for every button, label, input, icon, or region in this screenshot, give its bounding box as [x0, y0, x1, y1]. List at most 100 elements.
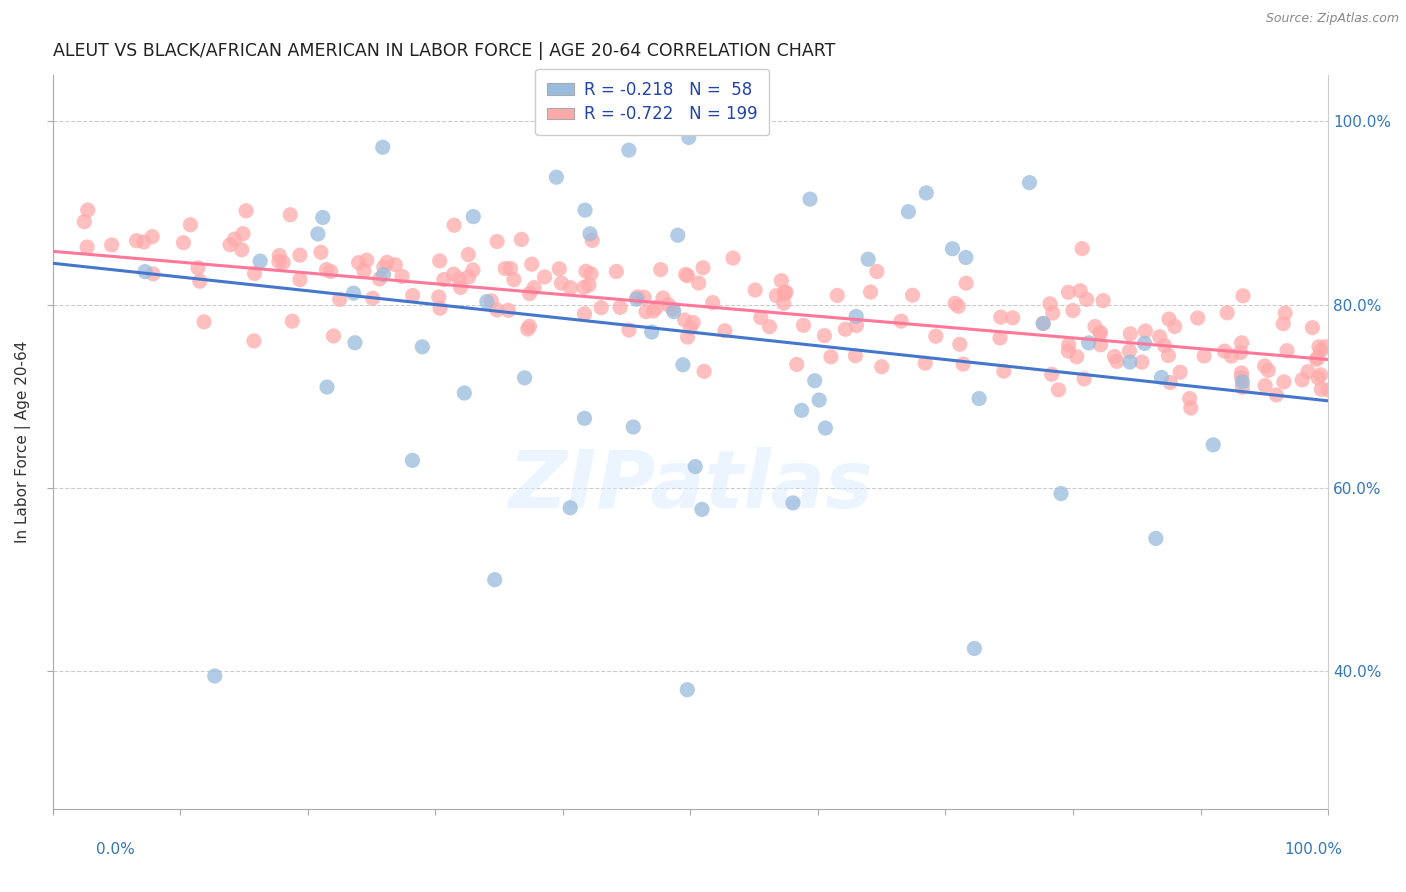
- Point: [342, 286, 364, 301]
- Point: [371, 140, 394, 154]
- Point: [890, 314, 912, 328]
- Point: [187, 260, 209, 275]
- Point: [516, 322, 538, 336]
- Point: [519, 286, 541, 301]
- Point: [914, 356, 936, 370]
- Point: [499, 261, 522, 276]
- Point: [1090, 338, 1112, 352]
- Point: [179, 218, 201, 232]
- Point: [1157, 312, 1180, 326]
- Point: [132, 235, 155, 249]
- Point: [666, 228, 689, 243]
- Point: [373, 268, 395, 282]
- Point: [1057, 285, 1080, 300]
- Point: [844, 349, 866, 363]
- Point: [866, 264, 889, 278]
- Point: [693, 364, 716, 378]
- Point: [1213, 344, 1236, 359]
- Point: [1308, 340, 1330, 354]
- Point: [384, 258, 406, 272]
- Point: [232, 227, 254, 241]
- Point: [401, 453, 423, 467]
- Point: [433, 272, 456, 286]
- Point: [443, 218, 465, 232]
- Point: [1149, 330, 1171, 344]
- Point: [897, 204, 920, 219]
- Point: [813, 328, 835, 343]
- Point: [1291, 373, 1313, 387]
- Point: [792, 318, 814, 333]
- Point: [1090, 326, 1112, 340]
- Point: [744, 283, 766, 297]
- Point: [1057, 344, 1080, 359]
- Point: [1062, 303, 1084, 318]
- Point: [427, 290, 450, 304]
- Point: [319, 264, 342, 278]
- Point: [461, 263, 484, 277]
- Point: [519, 319, 541, 334]
- Point: [486, 235, 509, 249]
- Point: [1272, 375, 1295, 389]
- Point: [678, 130, 700, 145]
- Point: [676, 268, 699, 283]
- Point: [1257, 363, 1279, 377]
- Point: [574, 203, 596, 218]
- Point: [73, 215, 96, 229]
- Point: [1230, 366, 1253, 380]
- Point: [579, 267, 602, 281]
- Point: [1144, 532, 1167, 546]
- Point: [672, 358, 695, 372]
- Point: [243, 334, 266, 348]
- Point: [546, 170, 568, 185]
- Point: [1315, 340, 1337, 354]
- Point: [1305, 352, 1327, 367]
- Point: [967, 392, 990, 406]
- Point: [941, 242, 963, 256]
- Point: [329, 293, 352, 307]
- Point: [1220, 349, 1243, 363]
- Point: [1119, 326, 1142, 341]
- Point: [662, 304, 685, 318]
- Point: [1071, 242, 1094, 256]
- Point: [375, 255, 398, 269]
- Point: [450, 280, 472, 294]
- Point: [510, 232, 533, 246]
- Point: [626, 292, 648, 306]
- Point: [578, 277, 600, 292]
- Text: 100.0%: 100.0%: [1285, 842, 1343, 856]
- Point: [662, 301, 685, 316]
- Point: [581, 233, 603, 247]
- Point: [679, 320, 702, 334]
- Point: [457, 247, 479, 261]
- Point: [915, 186, 938, 200]
- Point: [675, 268, 697, 282]
- Point: [484, 573, 506, 587]
- Point: [955, 251, 977, 265]
- Point: [316, 380, 339, 394]
- Point: [1073, 372, 1095, 386]
- Point: [803, 374, 825, 388]
- Point: [278, 208, 301, 222]
- Point: [1309, 368, 1331, 382]
- Point: [943, 296, 966, 310]
- Point: [1159, 376, 1181, 390]
- Point: [1088, 326, 1111, 340]
- Point: [963, 641, 986, 656]
- Text: 0.0%: 0.0%: [96, 842, 135, 856]
- Point: [820, 350, 842, 364]
- Point: [1306, 351, 1329, 365]
- Point: [188, 274, 211, 288]
- Point: [1317, 383, 1340, 397]
- Point: [605, 264, 627, 278]
- Point: [1309, 343, 1331, 358]
- Point: [626, 290, 648, 304]
- Point: [1164, 319, 1187, 334]
- Point: [1296, 365, 1319, 379]
- Point: [1050, 486, 1073, 500]
- Point: [288, 272, 311, 286]
- Point: [548, 261, 571, 276]
- Point: [773, 287, 796, 301]
- Point: [76, 240, 98, 254]
- Point: [1047, 383, 1070, 397]
- Point: [100, 238, 122, 252]
